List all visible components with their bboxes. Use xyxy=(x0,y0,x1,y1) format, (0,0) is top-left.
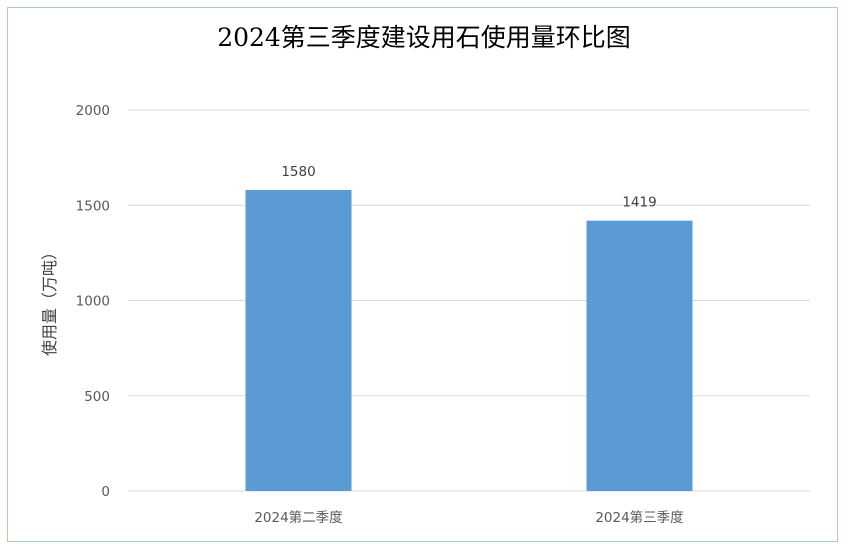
chart-frame xyxy=(7,7,838,542)
y-tick-label: 0 xyxy=(101,484,110,500)
x-tick-label: 2024第三季度 xyxy=(595,509,683,526)
x-tick-label: 2024第二季度 xyxy=(254,509,342,526)
y-tick-label: 1500 xyxy=(76,198,110,214)
y-tick-label: 500 xyxy=(84,389,110,405)
bar xyxy=(245,190,352,491)
data-label: 1419 xyxy=(622,195,656,211)
chart-title: 2024第三季度建设用石使用量环比图 xyxy=(217,23,631,52)
data-label: 1580 xyxy=(281,164,315,180)
y-tick-label: 1000 xyxy=(76,294,110,310)
bar xyxy=(586,220,693,492)
y-tick-label: 2000 xyxy=(76,103,110,119)
